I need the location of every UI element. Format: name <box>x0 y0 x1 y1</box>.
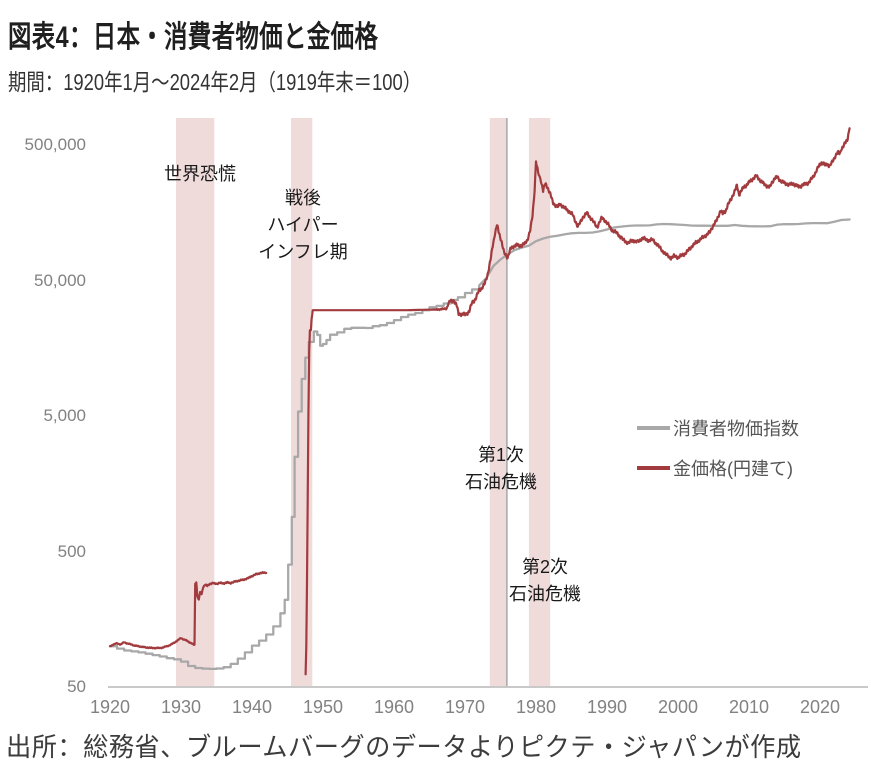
x-tick-label: 1930 <box>160 697 202 717</box>
legend-item-cpi: 消費者物価指数 <box>637 417 799 439</box>
y-tick-label: 50 <box>67 677 86 696</box>
gold-line-swatch-icon <box>637 466 670 470</box>
x-tick-label: 2010 <box>728 697 770 717</box>
annotation-line: 戦後 <box>285 188 321 208</box>
annotation-line: 石油危機 <box>509 584 581 604</box>
x-tick-label: 1970 <box>444 697 486 717</box>
crisis-band <box>528 118 551 687</box>
legend-label-cpi: 消費者物価指数 <box>673 419 799 439</box>
annotation-second-oil-crisis: 第2次 石油危機 <box>509 554 581 608</box>
x-tick-label: 1980 <box>515 697 557 717</box>
x-tick-label: 1990 <box>586 697 628 717</box>
legend: 消費者物価指数 金価格(円建て) <box>637 417 799 497</box>
source-note: 出所：総務省、ブルームバーグのデータよりピクテ・ジャパンが作成 <box>6 732 802 762</box>
x-tick-label: 1950 <box>302 697 344 717</box>
x-tick-label: 1920 <box>89 697 131 717</box>
annotation-line: 石油危機 <box>465 472 537 492</box>
gold-price-line <box>304 127 851 676</box>
chart-subtitle: 期間：1920年1月～2024年2月（1919年末＝100） <box>8 69 422 95</box>
x-tick-label: 2000 <box>657 697 699 717</box>
y-tick-label: 500 <box>57 541 86 561</box>
y-tick-label: 500,000 <box>24 135 86 154</box>
legend-label-gold: 金価格(円建て) <box>673 459 793 479</box>
annotation-line: 第1次 <box>477 445 524 465</box>
x-tick-label: 1960 <box>373 697 415 717</box>
cpi-line <box>108 218 851 671</box>
legend-item-gold: 金価格(円建て) <box>637 457 799 479</box>
y-tick-label: 5,000 <box>43 406 86 425</box>
annotation-line: 第2次 <box>521 557 568 577</box>
y-tick-label: 50,000 <box>34 270 86 290</box>
crisis-band <box>489 118 507 687</box>
annotation-line: 世界恐慌 <box>164 164 236 184</box>
cpi-line-swatch-icon <box>637 426 670 430</box>
x-tick-label: 2020 <box>799 697 841 717</box>
annotation-postwar-hyperinflation: 戦後 ハイパー インフレ期 <box>258 185 347 266</box>
page-title: 図表4：日本・消費者物価と金価格 <box>8 21 379 54</box>
x-tick-label: 1940 <box>231 697 273 717</box>
annotation-line: ハイパー <box>267 215 339 235</box>
annotation-line: インフレ期 <box>258 242 348 262</box>
gold-price-line <box>108 571 268 650</box>
annotation-great-depression: 世界恐慌 <box>164 161 236 188</box>
annotation-first-oil-crisis: 第1次 石油危機 <box>465 442 537 496</box>
